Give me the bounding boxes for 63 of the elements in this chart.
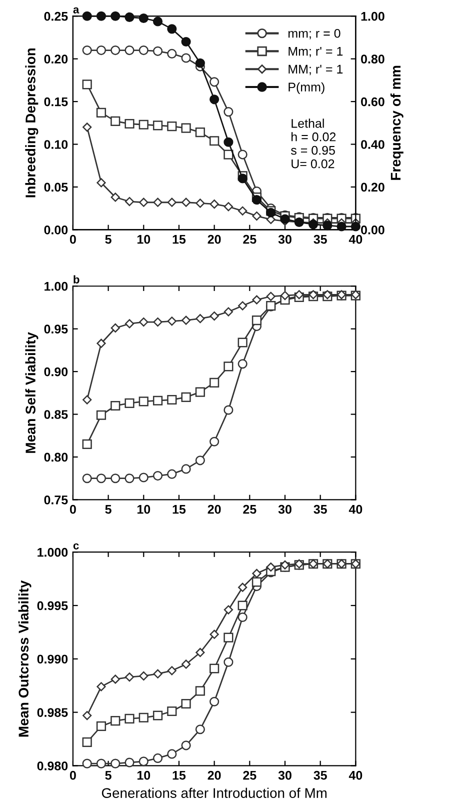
y-axis-title: Inbreeding Depression — [25, 48, 38, 198]
x-tick-label: 40 — [348, 770, 362, 780]
x-tick-label: 35 — [314, 770, 327, 780]
x-tick-label: 25 — [243, 234, 256, 244]
x-tick-label: 15 — [172, 771, 186, 780]
x-tick-label: 5 — [105, 505, 112, 514]
legend-label: Mm; r' = 1 — [288, 46, 343, 58]
chart-title: a — [73, 7, 80, 14]
chart-title: c — [73, 543, 79, 550]
y2-tick-label: 0.60 — [361, 97, 384, 106]
y-tick-label: 1.00 — [44, 282, 68, 291]
legend-label: mm; r = 0 — [288, 28, 340, 40]
x-tick-label: 0 — [70, 770, 76, 780]
y-axis-title: Mean Self Viability — [25, 332, 38, 453]
x-tick-label: 30 — [278, 234, 292, 244]
x-tick-label: 10 — [137, 504, 150, 514]
x-tick-label: 15 — [172, 235, 186, 244]
x-tick-label: 30 — [278, 504, 292, 514]
y-tick-label: 0.00 — [44, 226, 68, 234]
y-axis-title: Mean Outcross Viability — [18, 580, 32, 737]
x-tick-label: 0 — [70, 504, 76, 514]
y-tick-label: 0.995 — [37, 601, 68, 610]
y-tick-label: 0.15 — [44, 97, 68, 106]
legend-label: MM; r' = 1 — [288, 64, 343, 76]
y-tick-label: 0.85 — [44, 410, 68, 419]
x-tick-label: 5 — [105, 235, 112, 244]
y2-tick-label: 1.00 — [361, 12, 384, 21]
y-tick-label: 0.75 — [44, 496, 68, 504]
y-tick-label: 0.10 — [44, 140, 68, 149]
x-tick-label: 35 — [314, 234, 327, 244]
y2-tick-label: 0.40 — [361, 140, 384, 149]
y-tick-label: 0.80 — [44, 452, 68, 462]
y-tick-label: 0.05 — [44, 182, 68, 192]
x-tick-label: 20 — [208, 234, 221, 244]
y-tick-label: 0.20 — [44, 54, 68, 64]
x-tick-label: 15 — [172, 505, 186, 514]
x-tick-label: 25 — [243, 504, 256, 514]
x-tick-label: 10 — [137, 234, 150, 244]
x-tick-label: 30 — [278, 770, 292, 780]
legend-label: P(mm) — [288, 82, 324, 94]
y-tick-label: 0.25 — [44, 12, 68, 21]
y-tick-label: 0.985 — [37, 708, 68, 717]
y-tick-label: 1.000 — [38, 548, 68, 557]
y2-axis-title: Frequency of mm — [390, 66, 404, 180]
x-axis-title: Generations after Introduction of Mm — [102, 788, 327, 798]
y-tick-label: 0.980 — [37, 762, 68, 770]
y-tick-label: 0.90 — [44, 367, 68, 376]
y2-tick-label: 0.20 — [361, 182, 384, 192]
y2-tick-label: 0.80 — [361, 54, 384, 64]
x-tick-label: 25 — [243, 770, 256, 780]
annotation: Lethal h = 0.02 s = 0.95 U= 0.02 — [291, 118, 336, 168]
x-tick-label: 0 — [70, 234, 76, 244]
x-tick-label: 40 — [348, 504, 362, 514]
x-tick-label: 20 — [208, 770, 221, 780]
x-tick-label: 10 — [137, 770, 150, 780]
x-tick-label: 5 — [105, 771, 112, 780]
x-tick-label: 20 — [208, 504, 221, 514]
y-tick-label: 0.990 — [37, 654, 68, 664]
chart-title: b — [74, 275, 80, 284]
y-tick-label: 0.95 — [44, 324, 68, 334]
x-tick-label: 35 — [314, 504, 327, 514]
y2-tick-label: 0.00 — [361, 226, 384, 234]
x-tick-label: 40 — [348, 234, 362, 244]
